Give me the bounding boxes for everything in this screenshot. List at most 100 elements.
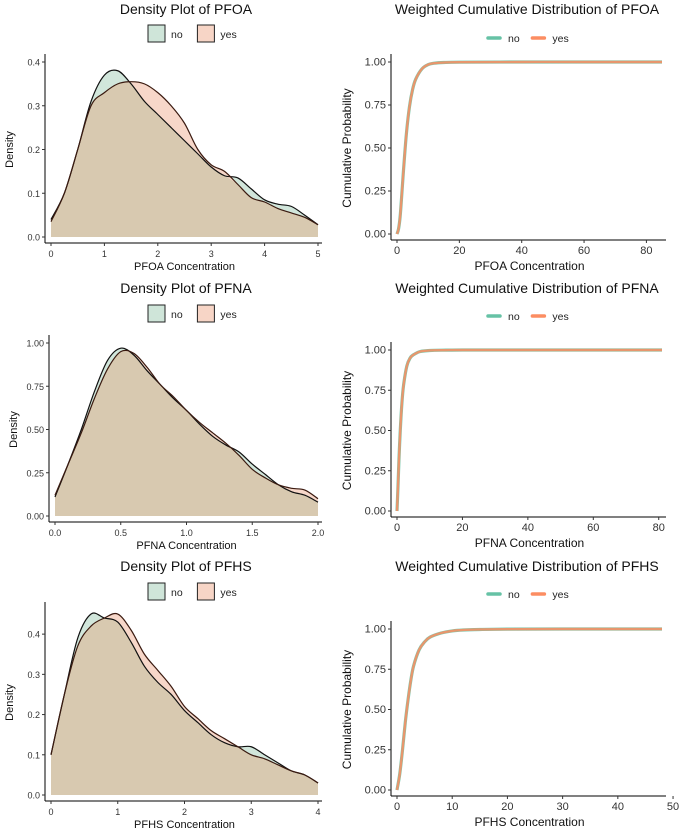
x-axis-label: PFNA Concentration — [475, 536, 584, 550]
axes: 0.0 0.1 0.2 0.3 0.4 0 1 2 3 4 5 — [27, 54, 322, 259]
chart-panel-3: Density Plot of PFNA no yes 0.00 0.25 0.50 0.7… — [8, 280, 324, 552]
legend-label-no: no — [171, 309, 183, 321]
x-tick-label: 2 — [182, 807, 187, 817]
y-axis-label: Cumulative Probability — [340, 88, 354, 207]
legend: no yes — [486, 589, 569, 601]
chart-panel-5: Density Plot of PFHS no yes 0.0 0.1 0.2 0.3 0.4… — [4, 558, 322, 831]
legend: no yes — [147, 582, 237, 601]
chart-title: Weighted Cumulative Distribution of PFHS — [395, 558, 659, 574]
x-tick-label: 5 — [315, 249, 320, 259]
y-tick-label: 0.00 — [365, 506, 386, 518]
density-line-yes — [50, 81, 319, 226]
x-tick-label: 0.0 — [49, 528, 62, 538]
y-axis-label: Cumulative Probability — [340, 650, 354, 769]
chart-title: Weighted Cumulative Distribution of PFOA — [395, 1, 660, 17]
axes: 0.00 0.25 0.50 0.75 1.00 0 20 40 60 80 — [365, 342, 666, 534]
x-tick-label: 4 — [262, 249, 267, 259]
legend-label-yes: yes — [220, 29, 236, 41]
y-tick-label: 0.3 — [27, 670, 40, 680]
legend: no yes — [147, 24, 237, 43]
y-axis-label: Density — [4, 131, 16, 168]
cdf-line-no — [395, 60, 662, 235]
legend-label-no: no — [508, 33, 520, 45]
chart-panel-6: Weighted Cumulative Distribution of PFHS… — [340, 558, 679, 829]
density-line-no — [50, 612, 319, 784]
x-tick-label: 50 — [667, 801, 679, 813]
x-tick-label: 60 — [578, 245, 590, 257]
plot-area — [395, 348, 662, 512]
x-tick-label: 2.0 — [312, 528, 325, 538]
legend-label-yes: yes — [552, 311, 568, 323]
axes: 0.00 0.25 0.50 0.75 1.00 0 10 20 30 40 50 — [365, 621, 679, 813]
legend-label-no: no — [508, 311, 520, 323]
y-tick-label: 1.00 — [26, 339, 44, 349]
y-tick-label: 1.00 — [365, 345, 386, 357]
x-axis-label: PFOA Concentration — [474, 259, 584, 273]
axes: 0.0 0.1 0.2 0.3 0.4 0 1 2 3 4 — [27, 602, 322, 817]
x-tick-label: 0 — [48, 249, 53, 259]
plot-area — [50, 612, 319, 795]
y-tick-label: 0.0 — [27, 233, 40, 243]
x-tick-label: 1 — [115, 807, 120, 817]
density-line-no — [50, 69, 319, 226]
x-tick-label: 40 — [516, 245, 528, 257]
chart-title: Weighted Cumulative Distribution of PFNA — [395, 280, 659, 296]
x-tick-label: 2 — [155, 249, 160, 259]
legend-label-yes: yes — [552, 33, 568, 45]
density-line-yes — [50, 612, 319, 784]
plot-area — [50, 69, 319, 237]
x-tick-label: 40 — [612, 801, 624, 813]
x-tick-label: 0.5 — [114, 528, 127, 538]
y-tick-label: 1.00 — [365, 57, 386, 69]
x-tick-label: 40 — [522, 522, 534, 534]
cdf-line-no — [395, 627, 663, 791]
y-tick-label: 0.75 — [365, 100, 386, 112]
legend-key-no — [147, 304, 166, 323]
y-tick-label: 0.00 — [26, 512, 44, 522]
x-tick-label: 30 — [557, 801, 569, 813]
x-tick-label: 80 — [653, 522, 665, 534]
x-tick-label: 0 — [394, 522, 400, 534]
chart-panel-1: Density Plot of PFOA no yes 0.0 0.1 0.2 0.3 0.4… — [4, 1, 322, 273]
x-axis-label: PFHS Concentration — [134, 819, 235, 831]
x-tick-label: 1.0 — [180, 528, 193, 538]
y-tick-label: 1.00 — [365, 624, 386, 636]
legend: no yes — [486, 33, 569, 45]
y-axis-label: Cumulative Probability — [340, 371, 354, 490]
legend-label-yes: yes — [220, 587, 236, 599]
y-tick-label: 0.50 — [365, 704, 386, 716]
x-tick-label: 0 — [394, 245, 400, 257]
x-tick-label: 0 — [394, 801, 400, 813]
cdf-line-yes — [395, 60, 662, 235]
legend-key-yes — [196, 582, 215, 601]
x-tick-label: 20 — [501, 801, 513, 813]
legend: no yes — [486, 311, 569, 323]
y-tick-label: 0.25 — [26, 468, 44, 478]
plot-area — [54, 347, 319, 516]
chart-title: Density Plot of PFNA — [120, 280, 252, 296]
y-tick-label: 0.75 — [365, 664, 386, 676]
x-axis-label: PFOA Concentration — [134, 261, 235, 273]
x-tick-label: 1 — [102, 249, 107, 259]
plot-area — [395, 627, 663, 791]
legend-label-no: no — [171, 29, 183, 41]
y-tick-label: 0.1 — [27, 750, 40, 760]
y-tick-label: 0.4 — [27, 630, 40, 640]
y-tick-label: 0.00 — [365, 785, 386, 797]
density-overlap-area — [55, 350, 318, 516]
cdf-line-yes — [395, 627, 663, 791]
y-tick-label: 0.4 — [27, 58, 40, 68]
y-tick-label: 0.0 — [27, 791, 40, 801]
y-tick-label: 0.25 — [365, 186, 386, 198]
y-tick-label: 0.50 — [365, 143, 386, 155]
y-tick-label: 0.50 — [26, 425, 44, 435]
axes: 0.00 0.25 0.50 0.75 1.00 0.0 0.5 1.0 1.5 2.0 — [26, 335, 324, 538]
x-tick-label: 60 — [587, 522, 599, 534]
chart-panel-4: Weighted Cumulative Distribution of PFNA… — [340, 280, 666, 550]
y-tick-label: 0.25 — [365, 744, 386, 756]
x-tick-label: 4 — [315, 807, 320, 817]
x-tick-label: 20 — [453, 245, 465, 257]
x-axis-label: PFHS Concentration — [474, 815, 584, 829]
x-tick-label: 1.5 — [246, 528, 259, 538]
